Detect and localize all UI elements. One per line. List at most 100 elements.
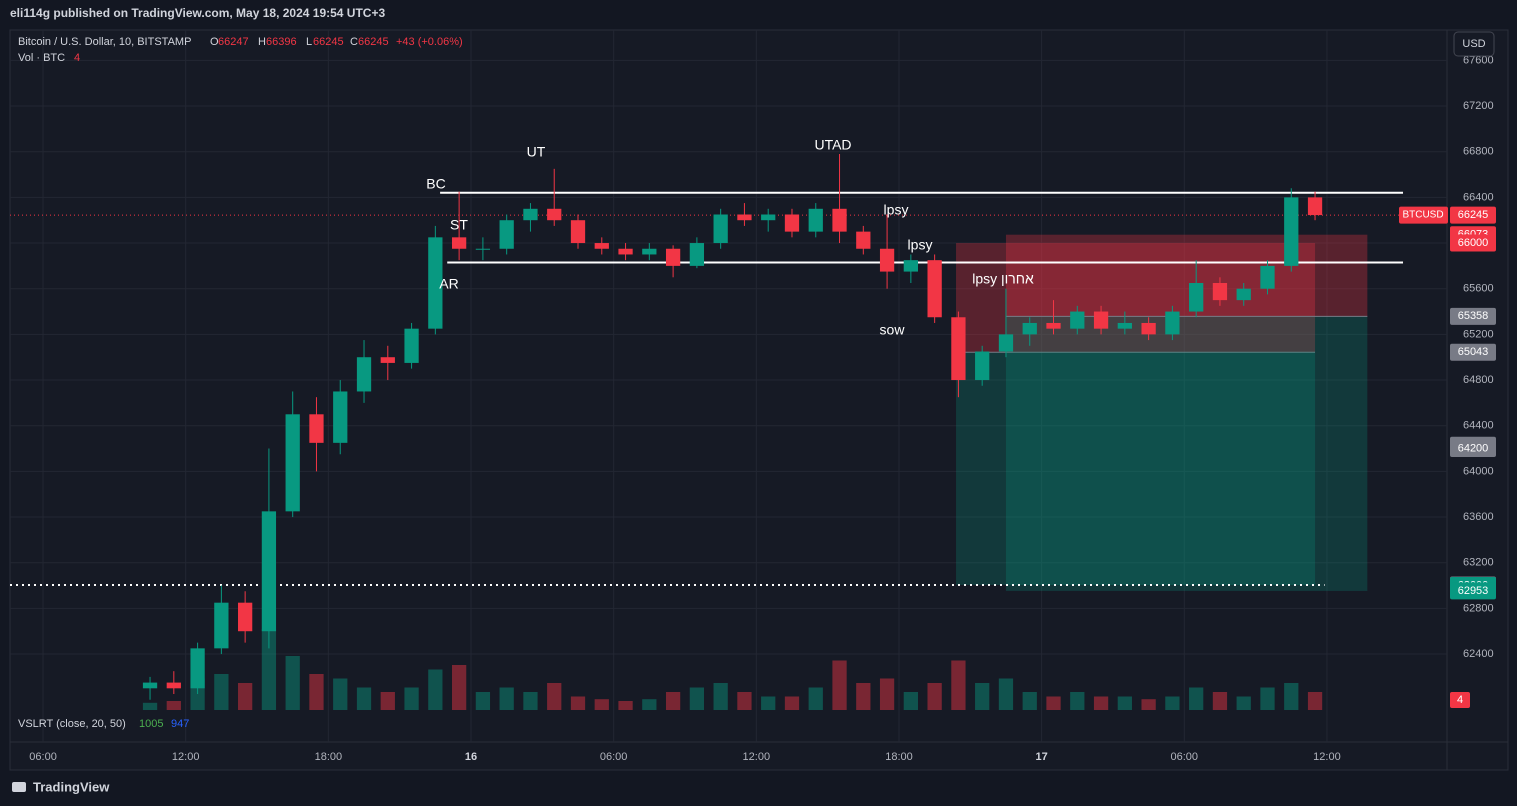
price-label: 62953	[1458, 585, 1489, 597]
volume-bar	[356, 687, 372, 710]
symbol-label-bg	[1399, 206, 1448, 224]
candle-body	[832, 208, 847, 232]
candle-body	[1093, 311, 1109, 329]
footer-brand: TradingView	[33, 779, 110, 794]
volume-bar	[784, 696, 800, 710]
volume-bar	[1212, 692, 1228, 710]
volume-bar	[285, 656, 300, 710]
candle-body	[142, 682, 158, 689]
volume-bar	[547, 683, 562, 710]
annotation: BC	[426, 176, 445, 192]
volume-bar	[665, 692, 681, 710]
last-price-label: 66245	[1458, 209, 1489, 221]
candle-body	[190, 648, 205, 689]
volume-bar	[309, 674, 324, 710]
volume-bar	[594, 699, 609, 710]
volume-bar	[856, 683, 871, 710]
candle-body	[1141, 322, 1156, 335]
volume-bar	[166, 701, 181, 710]
candle-body	[333, 391, 348, 443]
candle-body	[523, 208, 538, 221]
stop-zone	[1005, 234, 1368, 317]
candle-body	[451, 237, 467, 249]
y-tick-label: 66400	[1463, 191, 1494, 203]
candle-body	[1236, 288, 1251, 301]
volume-bar	[975, 683, 990, 710]
volume-bar	[1189, 687, 1204, 710]
candle-body	[998, 334, 1014, 352]
candle-body	[380, 357, 395, 363]
annotation: UTAD	[814, 137, 851, 153]
candle-body	[761, 214, 776, 221]
volume-bar	[475, 692, 491, 710]
price-label: 65043	[1458, 346, 1489, 358]
candle-body	[618, 248, 633, 255]
annotation: lpsy אחרון	[972, 271, 1034, 287]
volume-label-bg	[1450, 692, 1470, 708]
candle-body	[214, 602, 229, 649]
x-tick-label: 06:00	[600, 751, 628, 763]
candle-body	[547, 208, 562, 221]
y-tick-label: 63600	[1463, 511, 1494, 523]
y-tick-label: 62800	[1463, 602, 1494, 614]
x-tick-label: 18:00	[885, 751, 913, 763]
y-tick-label: 65600	[1463, 283, 1494, 295]
y-tick-label: 62400	[1463, 648, 1494, 660]
volume-label: 4	[1457, 694, 1463, 706]
plot	[10, 153, 1447, 710]
publisher: eli114g published on TradingView.com, Ma…	[10, 6, 385, 20]
volume-bar	[737, 692, 752, 710]
symbol-label: BTCUSD	[1402, 210, 1443, 221]
volume-bar	[1284, 683, 1299, 710]
candle-body	[238, 602, 253, 632]
candle-body	[879, 248, 895, 272]
candle-body	[737, 214, 752, 221]
x-tick-label: 17	[1036, 751, 1048, 763]
volume-bar	[1260, 687, 1275, 710]
volume-bar	[1236, 696, 1251, 710]
ohlc-label: L	[306, 36, 312, 48]
x-tick-label: 06:00	[1171, 751, 1199, 763]
annotation: UT	[527, 144, 546, 160]
volume-bar	[499, 687, 514, 710]
footer-logo	[12, 782, 26, 792]
volume-bar	[261, 629, 277, 710]
candle-body	[475, 248, 491, 250]
candle-body	[1022, 322, 1037, 335]
price-label-bg	[1450, 582, 1496, 600]
candle-body	[808, 208, 823, 232]
volume-bar	[142, 702, 158, 710]
y-tick-label: 64400	[1463, 420, 1494, 432]
volume-bar	[1070, 692, 1085, 710]
volume-bar	[523, 692, 538, 710]
volume-bar	[713, 683, 728, 710]
volume-bar	[1141, 699, 1156, 710]
volume-bar	[951, 660, 966, 710]
volume-bar	[1307, 692, 1323, 710]
indicator-value: 1005	[139, 718, 163, 730]
candle-body	[166, 682, 181, 689]
price-label: 65358	[1458, 310, 1489, 322]
target-zone	[1005, 316, 1368, 591]
ohlc-value: 66396	[266, 36, 297, 48]
ohlc-value: 66245	[313, 36, 344, 48]
volume-bar	[451, 665, 467, 710]
candle-body	[285, 414, 300, 512]
volume-bar	[998, 678, 1014, 710]
candle-body	[1046, 322, 1061, 329]
volume-bar	[761, 696, 776, 710]
x-tick-label: 06:00	[29, 751, 57, 763]
change: +43 (+0.06%)	[396, 36, 463, 48]
volume-bar	[879, 678, 895, 710]
candle-body	[713, 214, 728, 244]
volume-bar	[428, 669, 443, 710]
ohlc-label: C	[350, 36, 358, 48]
volume-bar	[214, 674, 229, 710]
volume-bar	[832, 660, 847, 710]
volume-bar	[238, 683, 253, 710]
x-tick-label: 18:00	[315, 751, 343, 763]
y-tick-label: 66800	[1463, 146, 1494, 158]
annotation: sow	[880, 322, 906, 338]
volume-bar	[1093, 696, 1109, 710]
